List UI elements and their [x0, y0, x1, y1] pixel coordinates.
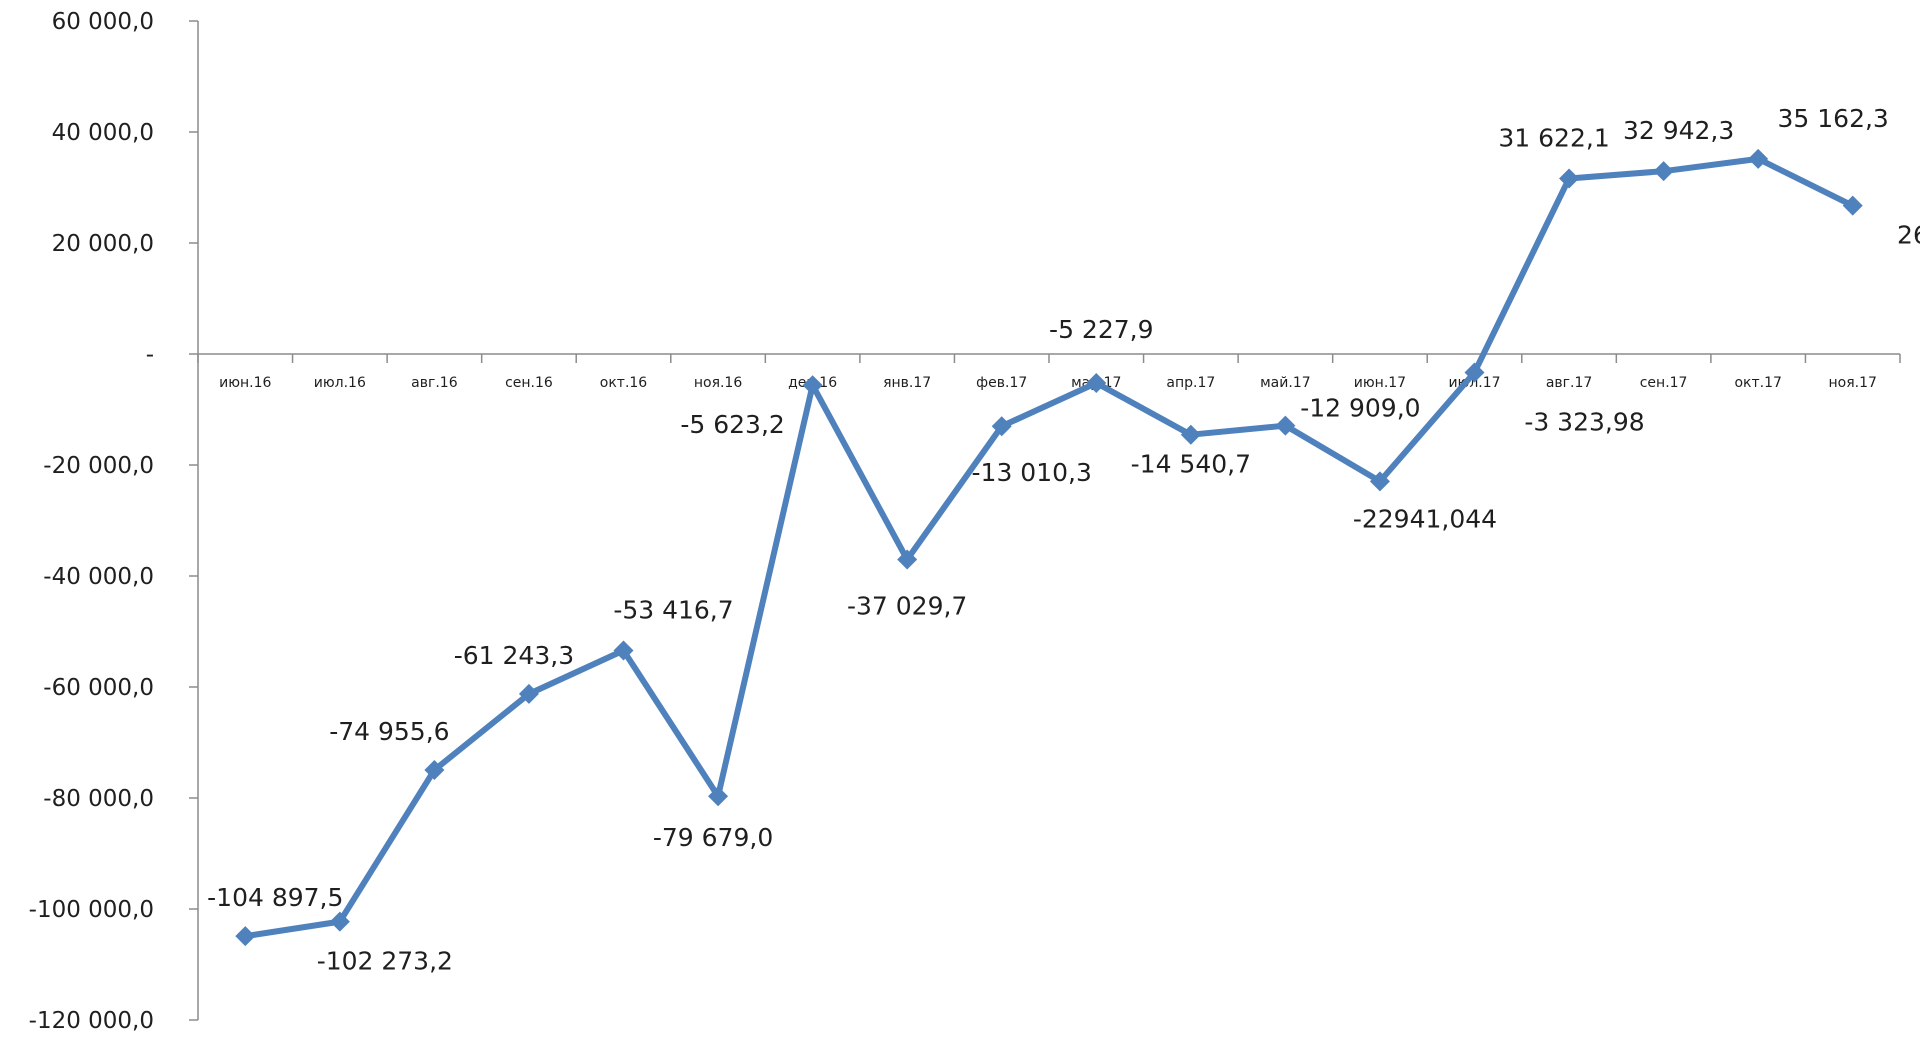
data-label: -79 679,0	[653, 823, 773, 852]
x-tick-label: авг.16	[411, 375, 458, 391]
data-label: -5 623,2	[680, 410, 784, 439]
data-label: -5 227,9	[1049, 315, 1153, 344]
data-label: 31 622,1	[1498, 123, 1609, 152]
data-point	[1275, 415, 1296, 436]
data-point	[518, 683, 539, 704]
series	[235, 148, 1863, 947]
data-label: 35 162,3	[1778, 104, 1889, 133]
data-label: -37 029,7	[847, 592, 967, 621]
data-label: -13 010,3	[972, 458, 1092, 487]
y-tick-label: 40 000,0	[52, 120, 154, 146]
y-tick-label: -60 000,0	[43, 675, 154, 701]
x-tick-label: фев.17	[976, 375, 1027, 391]
x-tick-label: июн.17	[1354, 375, 1406, 391]
y-tick-label: -40 000,0	[43, 564, 154, 590]
data-label: 26 724,9	[1897, 221, 1920, 250]
data-point	[235, 926, 256, 947]
x-tick-label: янв.17	[883, 375, 931, 391]
data-point	[1653, 161, 1674, 182]
data-point	[897, 549, 918, 570]
data-label: 32 942,3	[1623, 116, 1734, 145]
x-tick-label: ноя.16	[694, 375, 742, 391]
data-point	[708, 786, 729, 807]
data-label: -53 416,7	[613, 595, 733, 624]
y-tick-label: 60 000,0	[52, 9, 154, 35]
data-point	[991, 416, 1012, 437]
x-tick-label: июл.16	[314, 375, 366, 391]
x-tick-label: окт.16	[600, 375, 648, 391]
data-point	[1369, 471, 1390, 492]
data-label: -102 273,2	[317, 947, 453, 976]
x-axis: июн.16июл.16авг.16сен.16окт.16ноя.16дек.…	[197, 353, 1901, 391]
data-point	[1842, 195, 1863, 216]
data-point	[329, 911, 350, 932]
data-labels: -104 897,5 -102 273,2 -74 955,6 -61 243,3 -5…	[207, 104, 1920, 976]
data-label: -14 540,7	[1131, 450, 1251, 479]
data-point	[1559, 168, 1580, 189]
data-label: -74 955,6	[329, 717, 449, 746]
x-tick-label: июн.16	[219, 375, 271, 391]
data-label: -104 897,5	[207, 883, 343, 912]
data-point	[1086, 373, 1107, 394]
data-label: -22941,044	[1353, 504, 1497, 533]
x-tick-label: авг.17	[1546, 375, 1592, 391]
series-line	[242, 155, 1856, 940]
data-label: -61 243,3	[454, 641, 574, 670]
x-tick-label: апр.17	[1166, 375, 1215, 391]
y-tick-label: -100 000,0	[29, 897, 154, 923]
x-tick-label: окт.17	[1734, 375, 1781, 391]
x-tick-label: ноя.17	[1829, 375, 1877, 391]
x-tick-label: сен.16	[505, 375, 553, 391]
y-tick-label: 20 000,0	[52, 231, 154, 257]
data-point	[613, 640, 634, 661]
x-tick-label: май.17	[1260, 375, 1311, 391]
x-tick-label: сен.17	[1640, 375, 1688, 391]
data-point	[802, 375, 823, 396]
data-label: -12 909,0	[1300, 394, 1420, 423]
data-point	[1748, 148, 1769, 169]
y-tick-label: -120 000,0	[29, 1008, 154, 1034]
data-point	[1464, 362, 1485, 383]
y-tick-label: -80 000,0	[43, 786, 154, 812]
data-point	[1180, 424, 1201, 445]
y-tick-label: -20 000,0	[43, 453, 154, 479]
y-tick-label: -	[146, 342, 154, 368]
data-point	[424, 760, 445, 781]
y-axis: 60 000,0 40 000,0 20 000,0 - -20 000,0 -40 00…	[29, 9, 199, 1034]
data-label: -3 323,98	[1524, 407, 1644, 436]
